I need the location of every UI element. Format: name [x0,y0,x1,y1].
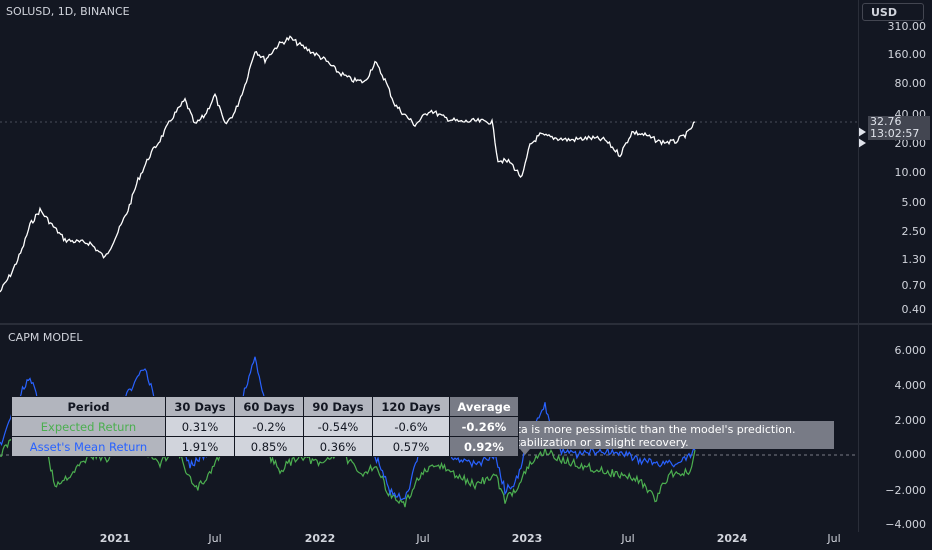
table-cell: -0.54% [303,416,373,437]
expected-return-label: Expected Return [11,416,166,437]
capm-table: Period 30 Days 60 Days 90 Days 120 Days … [11,396,519,457]
time-axis-label: Jul [208,532,222,545]
price-axis-label: 0.70 [901,279,927,292]
price-axis-label: 310.00 [887,20,927,33]
asset-mean-return-row: Asset's Mean Return 1.91% 0.85% 0.36% 0.… [11,436,519,457]
price-axis-label: 160.00 [887,48,927,61]
last-price-countdown: 13:02:57 [870,127,920,140]
header-120-days: 120 Days [372,396,450,417]
indicator-axis-label: −4.000 [885,518,926,531]
header-60-days: 60 Days [234,396,304,417]
asset-mean-return-average: 0.92% [449,436,519,457]
price-axis-label: 2.50 [901,225,927,238]
price-axis-label: 20.00 [894,137,927,150]
asset-mean-return-label: Asset's Mean Return [11,436,166,457]
price-axis-label: 10.00 [894,166,927,179]
indicator-axis-label: 0.000 [894,448,927,461]
expected-return-row: Expected Return 0.31% -0.2% -0.54% -0.6%… [11,416,519,437]
header-30-days: 30 Days [165,396,235,417]
indicator-axis-label: 6.000 [894,344,927,357]
last-price-arrow-icon [858,127,866,137]
price-line-chart [0,35,858,293]
price-series-line [0,35,696,293]
time-axis-label: 2023 [511,532,543,545]
table-cell: 0.36% [303,436,373,457]
table-cell: 0.85% [234,436,304,457]
header-90-days: 90 Days [303,396,373,417]
indicator-axis-label: −2.000 [885,484,926,497]
time-axis-label: 2022 [304,532,336,545]
price-axis-separator [858,0,859,532]
analysis-tooltip: ata is more pessimistic than the model's… [504,421,834,449]
chart-symbol-title[interactable]: SOLUSD, 1D, BINANCE [6,5,130,18]
time-axis-label: Jul [621,532,635,545]
currency-button[interactable]: USD [862,3,924,21]
last-price-marker-icon [858,138,866,148]
tooltip-line-2: stabilization or a slight recovery. [510,436,689,449]
indicator-title[interactable]: CAPM MODEL [8,331,83,344]
time-axis-label: 2024 [716,532,748,545]
tooltip-pointer [520,449,530,455]
table-cell: -0.6% [372,416,450,437]
capm-table-header-row: Period 30 Days 60 Days 90 Days 120 Days … [11,396,519,417]
expected-return-average: -0.26% [449,416,519,437]
time-axis-label: Jul [416,532,430,545]
table-cell: 0.57% [372,436,450,457]
table-cell: -0.2% [234,416,304,437]
header-period: Period [11,396,166,417]
price-axis-label: 1.30 [901,253,927,266]
time-axis-label: Jul [827,532,841,545]
last-price-tag: 32.76 13:02:57 [868,116,930,140]
price-axis-label: 0.40 [901,303,927,316]
tooltip-line-1: ata is more pessimistic than the model's… [510,423,796,436]
price-chart-pane[interactable] [0,0,858,323]
header-average: Average [449,396,519,417]
table-cell: 1.91% [165,436,235,457]
last-price-value: 32.76 [870,115,902,128]
indicator-axis-label: 2.000 [894,414,927,427]
price-axis-label: 5.00 [901,196,927,209]
pane-separator[interactable] [0,323,932,325]
price-axis-label: 80.00 [894,77,927,90]
indicator-axis-label: 4.000 [894,379,927,392]
time-axis-label: 2021 [99,532,131,545]
table-cell: 0.31% [165,416,235,437]
